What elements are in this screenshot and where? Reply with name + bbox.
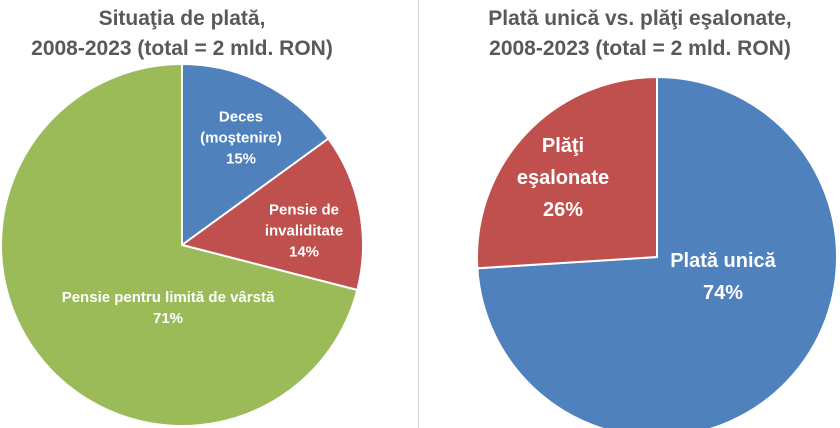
pie-slice-0-1: [179, 137, 364, 292]
chart-title-left: Situaţia de plată, 2008-2023 (total = 2 …: [0, 4, 364, 64]
slice-label-plati-esalonate: Plăţi eşalonate 26%: [516, 135, 610, 221]
pie-slice-0-2: [0, 62, 359, 427]
divider: [418, 0, 419, 428]
slice-label-deces: Deces (moştenire) 15%: [200, 108, 282, 168]
slice-label-invaliditate: Pensie de invaliditate 14%: [264, 201, 344, 261]
title-line-1: Situaţia de plată,: [98, 7, 266, 30]
title-line-1: Plată unică vs. plăţi eşalonate,: [488, 7, 792, 30]
slice-label-limita-varsta: Pensie pentru limită de vârstă 71%: [61, 289, 275, 327]
pie-slice-0-0: [181, 62, 330, 247]
title-line-2: 2008-2023 (total = 2 mld. RON): [31, 37, 333, 60]
pie-slice-1-1: [476, 75, 658, 270]
title-line-2: 2008-2023 (total = 2 mld. RON): [489, 37, 791, 60]
chart-title-right: Plată unică vs. plăţi eşalonate, 2008-20…: [440, 4, 840, 64]
slice-label-plata-unica: Plată unică 74%: [670, 250, 776, 304]
